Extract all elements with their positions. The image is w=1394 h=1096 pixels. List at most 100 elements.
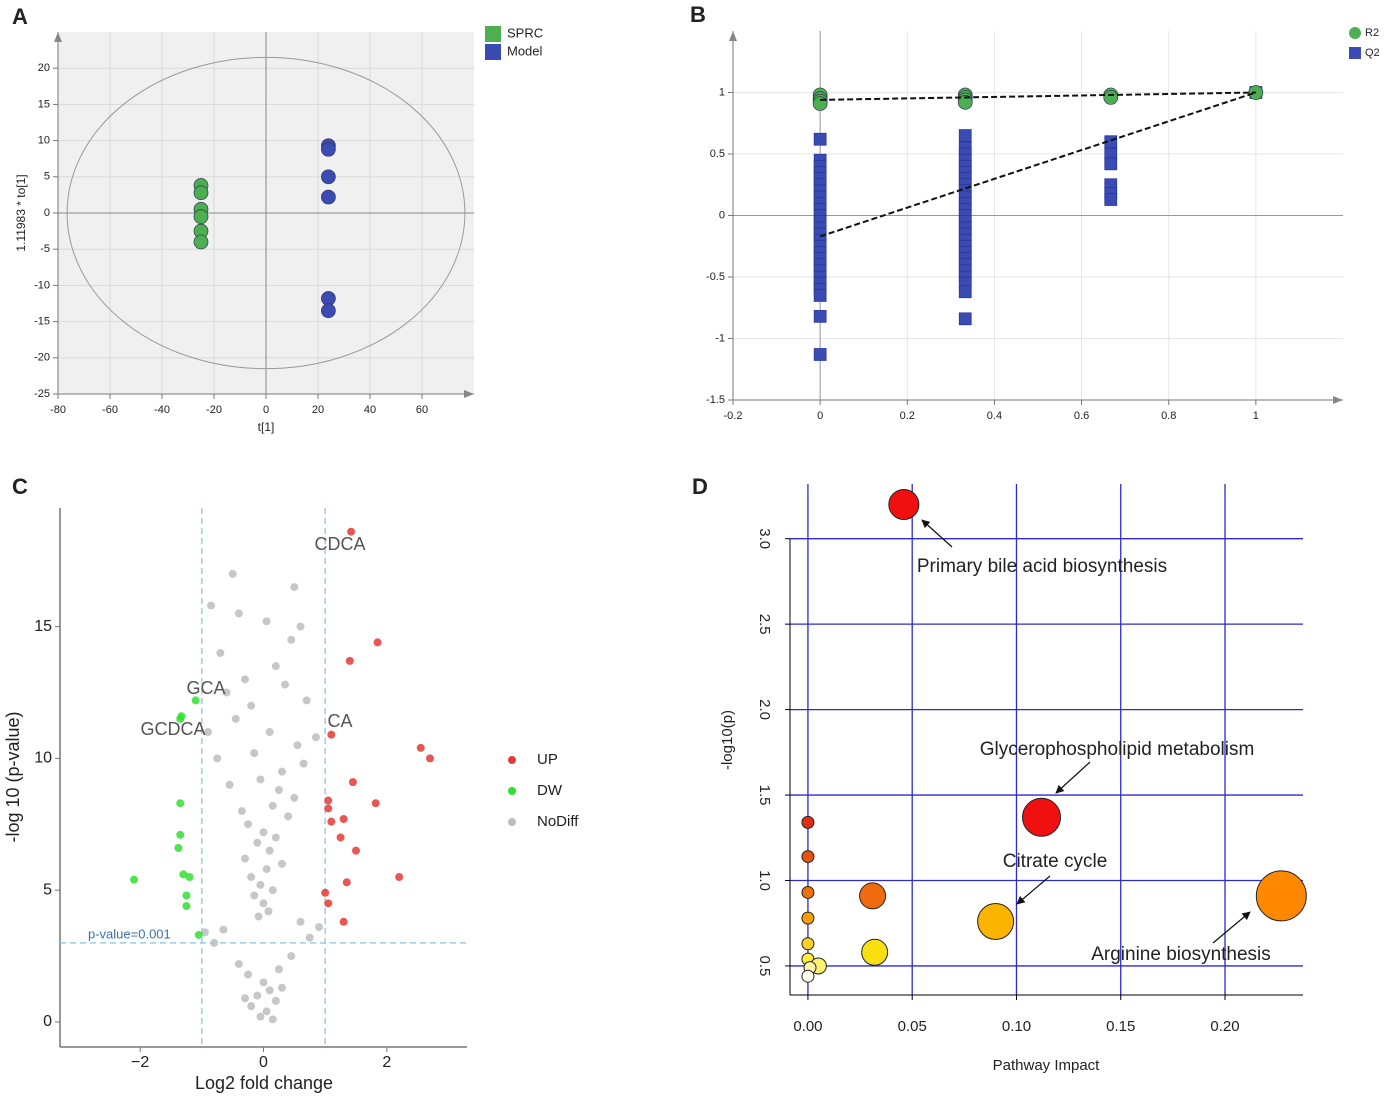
- point: [1103, 90, 1119, 105]
- y-tick-label: -25: [34, 388, 50, 400]
- panel-letter: D: [692, 474, 708, 499]
- point: [290, 793, 299, 802]
- point: [241, 675, 249, 684]
- point: [296, 622, 305, 631]
- x-tick-label: -40: [154, 404, 170, 416]
- point: [256, 880, 265, 889]
- point: [352, 846, 360, 855]
- legend-swatch: [1349, 27, 1361, 39]
- point: [250, 749, 259, 758]
- point: [207, 601, 216, 610]
- point: [219, 925, 228, 934]
- point: [271, 996, 280, 1005]
- point: [253, 838, 262, 847]
- point: [234, 609, 243, 618]
- y-axis-label: 1.11983 * to[1]: [14, 174, 28, 251]
- point: [268, 1015, 277, 1024]
- point: [296, 917, 305, 926]
- legend-swatch: [508, 818, 516, 826]
- point: [200, 928, 209, 937]
- point: [371, 799, 380, 808]
- point: [339, 815, 348, 824]
- point: [228, 569, 237, 578]
- point: [321, 291, 336, 306]
- bubble: [801, 885, 815, 899]
- point: [290, 583, 299, 592]
- axis-arrow: [464, 390, 474, 398]
- y-tick-label: 10: [38, 135, 50, 147]
- point: [321, 169, 336, 185]
- point: [324, 899, 333, 908]
- point: [813, 310, 827, 323]
- point: [426, 754, 434, 763]
- legend-swatch: [485, 44, 501, 60]
- fit-line: [820, 91, 1256, 101]
- point: [259, 828, 268, 837]
- annotation: GCDCA: [140, 719, 205, 739]
- point: [268, 886, 277, 895]
- panel-letter: A: [12, 4, 28, 29]
- point: [324, 804, 333, 813]
- point: [265, 986, 274, 995]
- bubble: [801, 937, 815, 951]
- point: [241, 994, 249, 1003]
- point: [958, 129, 972, 142]
- panel-letter: B: [690, 2, 706, 27]
- point: [254, 912, 263, 921]
- x-tick-label: -60: [102, 404, 118, 416]
- point: [182, 891, 191, 900]
- panel-letter: C: [12, 474, 28, 499]
- x-tick-label: 2: [382, 1054, 391, 1071]
- y-tick-label: 5: [44, 171, 50, 183]
- point: [321, 888, 330, 897]
- point: [191, 696, 200, 705]
- x-tick-label: -20: [206, 404, 222, 416]
- point: [222, 688, 231, 697]
- bubble: [801, 850, 815, 864]
- point: [373, 638, 382, 647]
- point: [395, 872, 404, 881]
- annotation-arrow: [1055, 761, 1091, 794]
- point: [193, 185, 209, 201]
- point: [305, 933, 314, 942]
- point: [244, 820, 253, 829]
- legend-label: DW: [537, 782, 563, 799]
- x-tick-label: 0: [817, 410, 823, 422]
- x-tick-label: 40: [364, 404, 376, 416]
- point: [253, 991, 262, 1000]
- point: [256, 775, 265, 784]
- point: [174, 844, 183, 853]
- y-tick-label: 0: [43, 1013, 52, 1030]
- y-tick-label: -5: [40, 243, 50, 255]
- point: [182, 901, 191, 910]
- point: [210, 938, 219, 947]
- point: [185, 872, 194, 881]
- point: [321, 303, 336, 319]
- annotation: CA: [327, 711, 352, 731]
- point: [278, 859, 286, 868]
- y-tick-label: 2.5: [756, 614, 773, 635]
- point: [193, 209, 209, 224]
- point: [130, 875, 138, 884]
- annotation-arrow: [1212, 911, 1251, 944]
- point: [416, 743, 425, 752]
- point: [231, 714, 240, 723]
- point: [271, 662, 280, 671]
- legend-swatch: [508, 756, 516, 764]
- point: [268, 801, 277, 810]
- y-tick-label: 0: [719, 209, 725, 221]
- point: [284, 812, 293, 821]
- point: [958, 285, 972, 299]
- point: [259, 978, 268, 987]
- point: [958, 312, 972, 326]
- y-tick-label: 1.5: [756, 785, 773, 806]
- point: [247, 872, 256, 881]
- point: [348, 778, 357, 787]
- annotation-arrow: [921, 519, 953, 548]
- point: [1104, 193, 1118, 206]
- x-tick-label: 60: [416, 404, 428, 416]
- x-tick-label: 0: [263, 404, 269, 416]
- y-axis-label: -log10(p): [719, 710, 736, 770]
- bubble: [801, 911, 815, 925]
